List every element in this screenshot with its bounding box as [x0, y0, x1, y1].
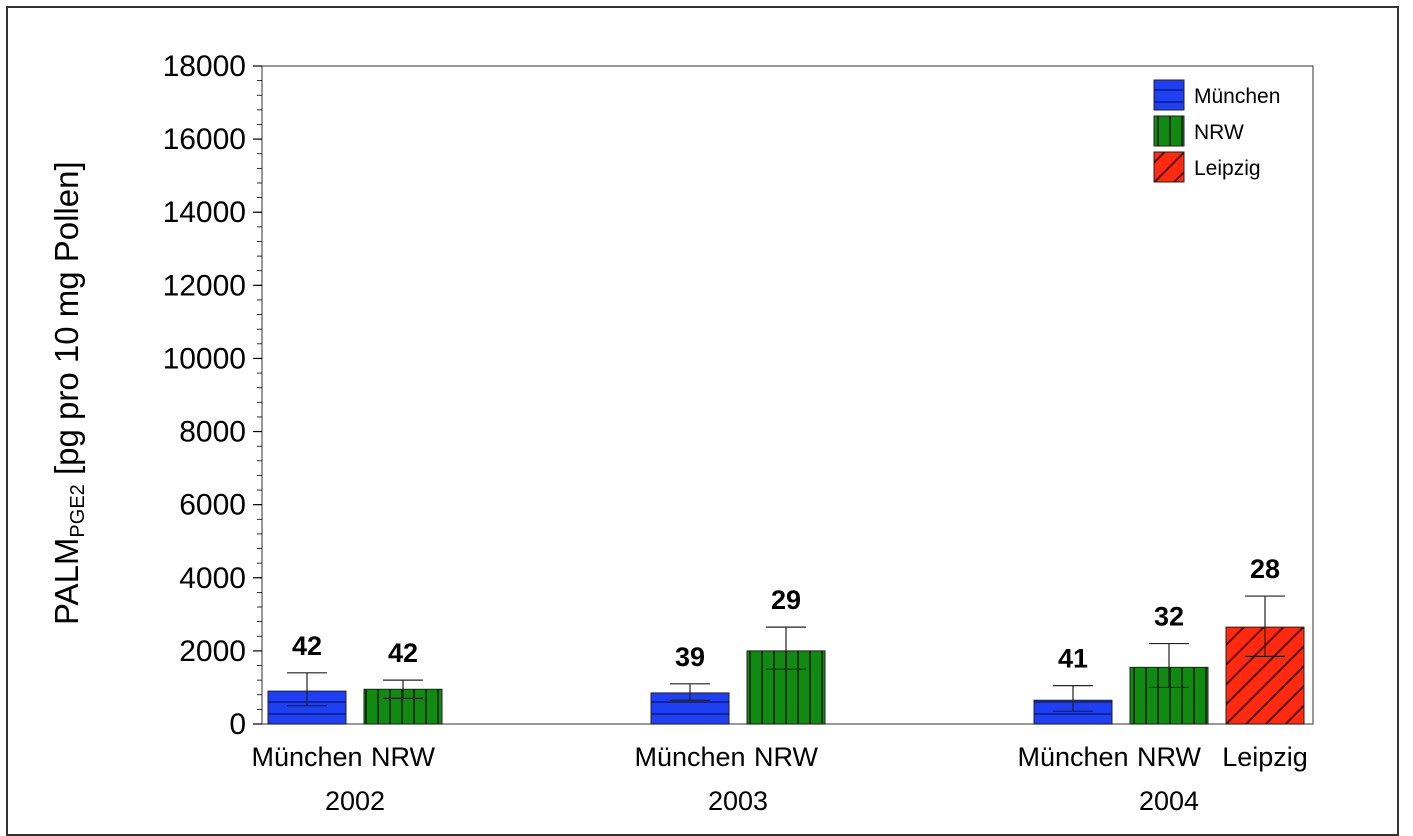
x-axis-labels: München NRW 2002 München NRW 2003 München NRW Le… [251, 742, 1307, 816]
y-tick-label: 16000 [163, 123, 246, 156]
x-category-label: NRW [1137, 742, 1202, 772]
x-year-label: 2002 [325, 786, 385, 816]
y-tick-label: 12000 [163, 269, 246, 302]
sample-size-label: 39 [675, 642, 705, 672]
y-tick-label: 4000 [179, 562, 246, 595]
legend: München NRW Leipzig [1153, 79, 1280, 183]
x-category-label: München [1017, 742, 1128, 772]
legend-label: München [1194, 85, 1280, 108]
y-axis-label-subscript: PGE2 [67, 484, 89, 537]
x-category-label: München [251, 742, 362, 772]
y-axis: 0 2000 4000 6000 8000 10000 12000 14000 16000 180… [163, 50, 262, 741]
y-axis-label: PALMPGE2 [pg pro 10 mg Pollen] [48, 161, 89, 625]
y-axis-label-unit: [pg pro 10 mg Pollen] [48, 161, 85, 484]
y-tick-label: 2000 [179, 635, 246, 668]
sample-size-label: 42 [388, 638, 418, 668]
x-category-label: Leipzig [1222, 742, 1308, 772]
x-category-label: NRW [754, 742, 819, 772]
y-tick-label: 6000 [179, 489, 246, 522]
legend-swatch-nrw [1153, 115, 1185, 147]
legend-label: Leipzig [1194, 157, 1261, 180]
sample-size-label: 42 [292, 631, 322, 661]
bars-layer: 42 42 39 29 41 32 28 [267, 554, 1305, 725]
y-tick-label: 0 [229, 708, 246, 741]
bar-chart: 0 2000 4000 6000 8000 10000 12000 14000 16000 180… [48, 50, 1314, 816]
x-category-label: NRW [371, 742, 436, 772]
y-axis-label-main: PALM [48, 538, 85, 625]
x-year-label: 2004 [1139, 786, 1199, 816]
y-tick-label: 10000 [163, 342, 246, 375]
x-category-label: München [634, 742, 745, 772]
legend-swatch-münchen [1153, 79, 1185, 111]
y-tick-label: 14000 [163, 196, 246, 229]
y-tick-label: 18000 [163, 50, 246, 83]
sample-size-label: 28 [1250, 554, 1280, 584]
legend-label: NRW [1194, 121, 1244, 144]
sample-size-label: 29 [771, 585, 801, 615]
sample-size-label: 32 [1154, 602, 1184, 632]
y-tick-label: 8000 [179, 416, 246, 449]
sample-size-label: 41 [1058, 644, 1088, 674]
x-year-label: 2003 [708, 786, 768, 816]
legend-swatch-leipzig [1153, 151, 1185, 183]
